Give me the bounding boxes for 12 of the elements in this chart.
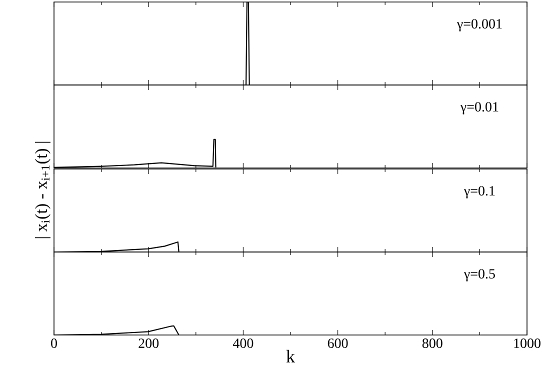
text: γ=0.01	[460, 102, 498, 114]
x-tick-label: 1000	[514, 338, 540, 348]
x-axis-title: k	[286, 350, 296, 362]
text: γ=0.1	[464, 186, 495, 198]
annotation: γ=0.001	[456, 19, 502, 32]
text: γ=0.5	[464, 269, 495, 282]
x-tick-label: 600	[328, 338, 348, 348]
x-tick-label: 800	[422, 338, 442, 348]
x-tick-label: 0	[51, 338, 57, 348]
x-tick-label: 200	[138, 338, 159, 348]
y-axis-title: | x$_{i}$(t) - x$_{i+1}$(t) |	[35, 142, 50, 238]
x-tick-label: 400	[232, 338, 254, 348]
